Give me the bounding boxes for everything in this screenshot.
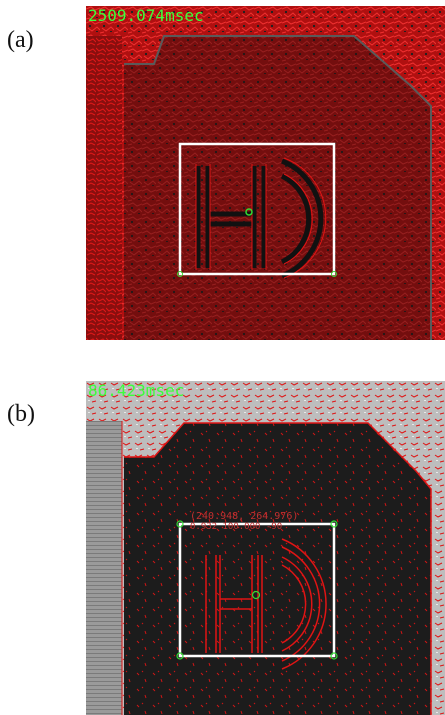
panel-b-readout-coords: (240.948, 264.976) (190, 511, 298, 522)
panel-b-readout-score: 0.932 100.000 -90 (190, 522, 282, 532)
panel-a-image: 2509.074msec (86, 6, 445, 340)
panel-b-left-strip (86, 421, 122, 715)
panel-a-left-strip (86, 36, 122, 340)
panel-b-timing: 86.423msec (88, 381, 184, 400)
panel-a-center-marker (245, 208, 253, 216)
panel-b-corner-marker (330, 652, 338, 660)
panel-b-svg: (240.948, 264.976) 0.932 100.000 -90 86.… (86, 381, 445, 715)
panel-b-hd-logo (205, 538, 327, 670)
panel-a-timing: 2509.074msec (88, 6, 204, 25)
panel-b-image: (240.948, 264.976) 0.932 100.000 -90 86.… (86, 381, 445, 715)
panel-a-corner-marker (177, 271, 183, 277)
panel-b-plate-edge (124, 422, 432, 715)
panel-b-plate (124, 423, 431, 715)
panel-b-corner-marker (176, 652, 184, 660)
panel-b-center-marker (251, 590, 261, 600)
panel-b-corner-marker (176, 520, 184, 528)
panel-a-hd-logo (195, 158, 324, 279)
panel-b-search-box (178, 522, 336, 658)
panel-a-search-box (178, 142, 336, 276)
panel-a-label: (a) (7, 27, 34, 53)
panel-a-svg: 2509.074msec (86, 6, 445, 340)
panel-a-corner-marker (331, 271, 337, 277)
panel-a-plate-edges (124, 36, 431, 340)
panel-b-corner-marker (330, 520, 338, 528)
panel-b-label: (b) (7, 401, 35, 427)
panel-a-plate-outline (124, 35, 432, 340)
